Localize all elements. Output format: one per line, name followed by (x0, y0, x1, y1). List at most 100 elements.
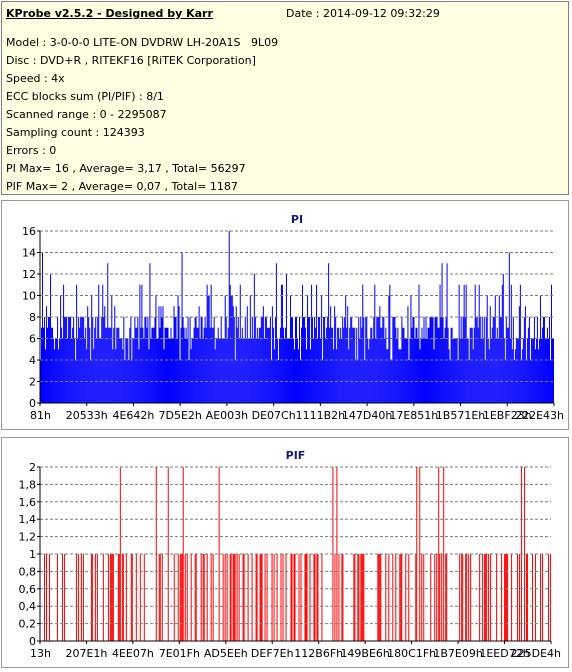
data-bar (237, 317, 239, 403)
x-tick-label: DE07Ch (252, 409, 296, 422)
data-bar (230, 554, 232, 641)
data-bar (112, 349, 114, 403)
data-bar (534, 349, 536, 403)
data-bar (72, 327, 74, 403)
data-bar (333, 349, 335, 403)
data-bar (455, 338, 457, 403)
data-bar (246, 306, 248, 403)
data-bar (256, 327, 258, 403)
data-bar (255, 338, 257, 403)
data-bar (203, 327, 205, 403)
data-bar (224, 554, 226, 641)
x-tick-label: 81h (30, 409, 51, 422)
data-bar (208, 295, 210, 403)
data-bar (227, 327, 229, 403)
data-bar (172, 338, 174, 403)
data-bar (372, 338, 374, 403)
data-bar (441, 263, 443, 403)
data-bar (243, 554, 245, 641)
data-bar (247, 338, 249, 403)
data-bar (290, 554, 292, 641)
data-bar (358, 317, 360, 403)
data-bar (468, 554, 470, 641)
data-bar (299, 317, 301, 403)
data-bar (492, 317, 494, 403)
data-bar (153, 327, 155, 403)
data-bar (224, 295, 226, 403)
y-tick-label: 14 (22, 247, 36, 260)
data-bar (165, 327, 167, 403)
data-bar (45, 554, 47, 641)
data-bar (424, 338, 426, 403)
data-bar (196, 327, 198, 403)
data-bar (446, 554, 448, 641)
data-bar (209, 327, 211, 403)
data-bar (128, 360, 130, 403)
data-bar (80, 554, 82, 641)
data-bar (186, 338, 188, 403)
data-bar (463, 284, 465, 403)
data-bar (438, 327, 440, 403)
data-bar (461, 554, 463, 641)
data-bar (107, 554, 109, 641)
data-bar (168, 338, 170, 403)
info-line-disc: Disc : DVD+R , RITEKF16 [RiTEK Corporati… (6, 54, 256, 67)
data-bar (100, 338, 102, 403)
data-bar (324, 317, 326, 403)
data-bar (257, 338, 259, 403)
data-bar (313, 554, 315, 641)
data-bar (226, 554, 228, 641)
data-bar (484, 554, 486, 641)
data-bar (405, 338, 407, 403)
data-bar (339, 338, 341, 403)
data-bar (342, 554, 344, 641)
data-bar (105, 327, 107, 403)
data-bar (214, 349, 216, 403)
x-tick-label: 7D5E2h (158, 409, 201, 422)
data-bar (48, 554, 50, 641)
data-bar (94, 554, 96, 641)
data-bar (409, 338, 411, 403)
data-bar (477, 327, 479, 403)
data-bar (410, 295, 412, 403)
data-bar (110, 554, 112, 641)
data-bar (524, 467, 526, 641)
data-bar (206, 284, 208, 403)
data-bar (272, 327, 274, 403)
data-bar (485, 554, 487, 641)
data-bar (119, 338, 121, 403)
data-bar (399, 554, 401, 641)
data-bar (77, 554, 79, 641)
data-bar (488, 554, 490, 641)
data-bar (482, 554, 484, 641)
x-tick-label: 13h (30, 647, 51, 660)
x-tick-label: 20533h (66, 409, 108, 422)
data-bar (545, 338, 547, 403)
data-bar (111, 295, 113, 403)
data-bar (511, 554, 513, 641)
y-tick-label: 1 (29, 548, 36, 561)
data-bar (216, 338, 218, 403)
data-bar (206, 554, 208, 641)
data-bar (98, 284, 100, 403)
data-bar (462, 317, 464, 403)
data-bar (184, 338, 186, 403)
data-bar (289, 295, 291, 403)
data-bar (109, 554, 111, 641)
data-bar (317, 338, 319, 403)
data-bar (158, 554, 160, 641)
data-bar (47, 327, 49, 403)
data-bar (91, 295, 93, 403)
data-bar (173, 306, 175, 403)
x-tick-label: 222E43h (515, 409, 564, 422)
pi-chart-panel: PI 0 2 4 6 8 10 12 14 16 81h 20533h 4E642h 7D5E2h AE00… (1, 200, 569, 430)
x-tick-label: 1EED72h (479, 647, 529, 660)
data-bar (465, 554, 467, 641)
data-bar (488, 349, 490, 403)
data-bar (202, 338, 204, 403)
data-bar (182, 467, 184, 641)
data-bar (125, 554, 127, 641)
data-bar (121, 554, 123, 641)
y-tick-label: 0,8 (19, 565, 37, 578)
data-bar (247, 554, 249, 641)
